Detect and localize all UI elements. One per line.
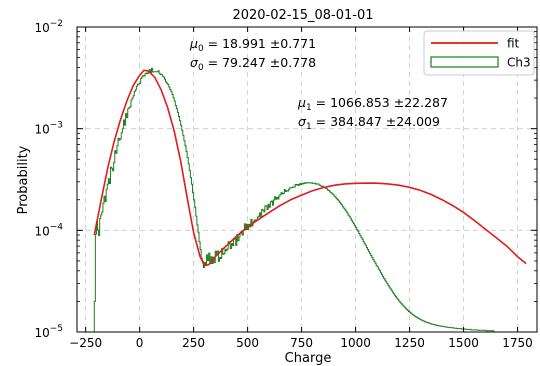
y-tick-label-exponent: −4 xyxy=(50,222,64,232)
y-tick-label: 10−2 xyxy=(34,19,63,35)
parameter-symbol: μ xyxy=(189,36,198,51)
parameter-subscript: 1 xyxy=(306,122,312,132)
y-tick-label-base: 10 xyxy=(34,21,49,35)
fit-parameter-line: μ1 = 1066.853 ±22.287 xyxy=(297,95,448,113)
fit-parameter-line: σ1 = 384.847 ±24.009 xyxy=(298,114,440,132)
plot-area xyxy=(93,67,527,332)
legend-swatch-ch3 xyxy=(430,56,499,68)
parameter-subscript: 1 xyxy=(306,103,312,113)
y-tick-label: 10−4 xyxy=(34,222,63,238)
parameter-symbol: σ xyxy=(190,55,199,70)
axes-frame xyxy=(76,26,538,333)
parameter-value: = 384.847 ±24.009 xyxy=(312,114,440,129)
y-axis-label: Probability xyxy=(16,145,31,214)
fit-parameter-line: μ0 = 18.991 ±0.771 xyxy=(189,36,316,54)
axis-ticks: −250 0 250 500 750 1000 1250 1500 175010−510−410… xyxy=(34,19,537,350)
y-tick-label: 10−5 xyxy=(34,324,63,340)
legend-box xyxy=(423,30,535,76)
x-tick-label: 1500 xyxy=(448,336,479,350)
parameter-value: = 1066.853 ±22.287 xyxy=(312,95,448,110)
parameter-value: = 18.991 ±0.771 xyxy=(204,36,316,51)
y-tick-label-base: 10 xyxy=(34,123,49,137)
x-axis-label: Charge xyxy=(285,351,332,366)
y-tick-label-exponent: −5 xyxy=(50,324,63,334)
y-tick-label-exponent: −2 xyxy=(50,19,63,29)
x-tick-label: 500 xyxy=(236,336,259,350)
histogram-ch3 xyxy=(93,67,495,332)
x-tick-label: 1750 xyxy=(502,336,533,350)
x-tick-label: 0 xyxy=(136,336,144,350)
parameter-value: = 79.247 ±0.778 xyxy=(204,55,316,70)
series-group xyxy=(93,67,527,332)
fit-curve xyxy=(93,69,527,267)
y-tick-label-exponent: −3 xyxy=(50,121,63,131)
parameter-subscript: 0 xyxy=(198,44,204,54)
legend-label: fit xyxy=(507,37,520,51)
chart-title: 2020-02-15_08-01-01 xyxy=(232,8,373,23)
x-tick-label: −250 xyxy=(69,336,102,350)
x-tick-label: 1250 xyxy=(394,336,425,350)
legend-label: Ch3 xyxy=(507,56,531,70)
x-tick-label: 250 xyxy=(182,336,205,350)
fit-parameter-line: σ0 = 79.247 ±0.778 xyxy=(190,55,316,73)
x-tick-label: 750 xyxy=(290,336,313,350)
y-tick-label: 10−3 xyxy=(34,121,63,137)
y-tick-label-base: 10 xyxy=(34,224,49,238)
parameter-subscript: 0 xyxy=(198,63,204,73)
y-tick-label-base: 10 xyxy=(34,326,49,340)
parameter-symbol: μ xyxy=(297,95,306,110)
x-tick-label: 1000 xyxy=(340,336,371,350)
parameter-symbol: σ xyxy=(298,114,307,129)
legend: fit Ch3 xyxy=(423,30,535,76)
